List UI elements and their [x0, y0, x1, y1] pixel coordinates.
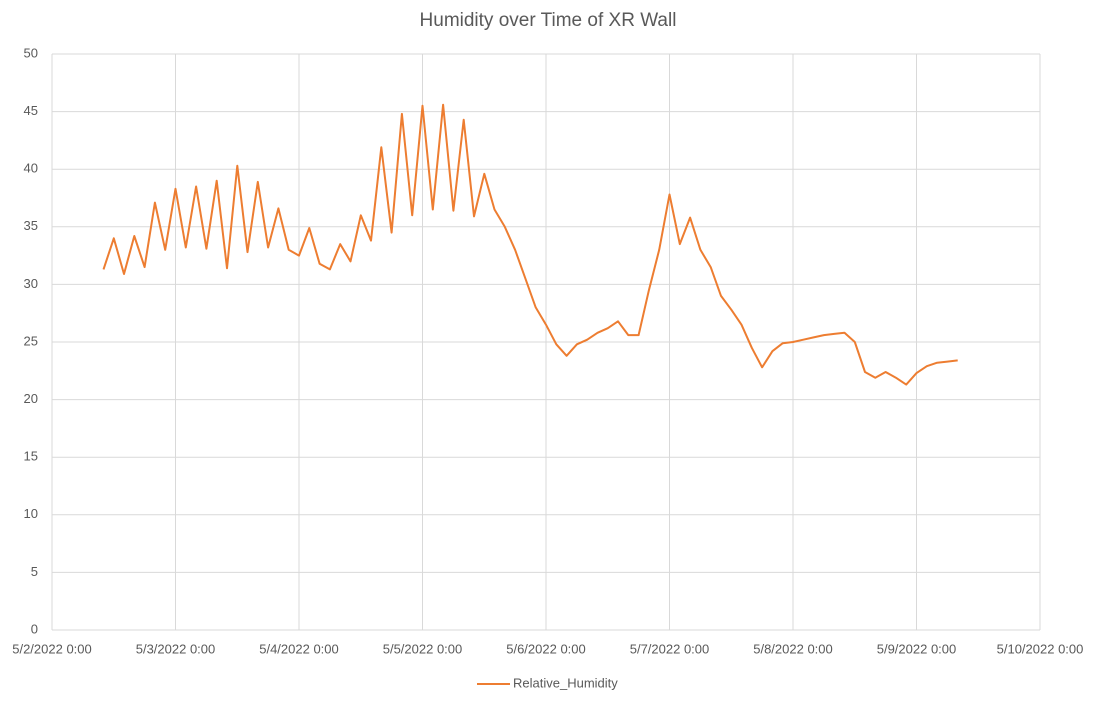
chart-title: Humidity over Time of XR Wall	[420, 10, 677, 31]
y-tick-label: 40	[24, 161, 38, 176]
y-tick-label: 45	[24, 103, 38, 118]
x-tick-label: 5/10/2022 0:00	[997, 641, 1084, 656]
y-tick-label: 5	[31, 564, 38, 579]
legend-label: Relative_Humidity	[513, 675, 618, 690]
x-tick-label: 5/3/2022 0:00	[136, 641, 216, 656]
y-tick-label: 25	[24, 333, 38, 348]
y-tick-label: 30	[24, 276, 38, 291]
x-tick-label: 5/6/2022 0:00	[506, 641, 586, 656]
line-series	[102, 103, 958, 386]
x-tick-label: 5/2/2022 0:00	[12, 641, 92, 656]
y-tick-label: 15	[24, 449, 38, 464]
y-tick-label: 35	[24, 218, 38, 233]
y-tick-label: 10	[24, 506, 38, 521]
x-tick-label: 5/5/2022 0:00	[383, 641, 463, 656]
y-tick-label: 50	[24, 45, 38, 60]
y-tick-label: 20	[24, 391, 38, 406]
x-tick-label: 5/9/2022 0:00	[877, 641, 957, 656]
x-tick-label: 5/8/2022 0:00	[753, 641, 833, 656]
x-tick-label: 5/7/2022 0:00	[630, 641, 710, 656]
x-tick-label: 5/4/2022 0:00	[259, 641, 339, 656]
y-tick-label: 0	[31, 621, 38, 636]
